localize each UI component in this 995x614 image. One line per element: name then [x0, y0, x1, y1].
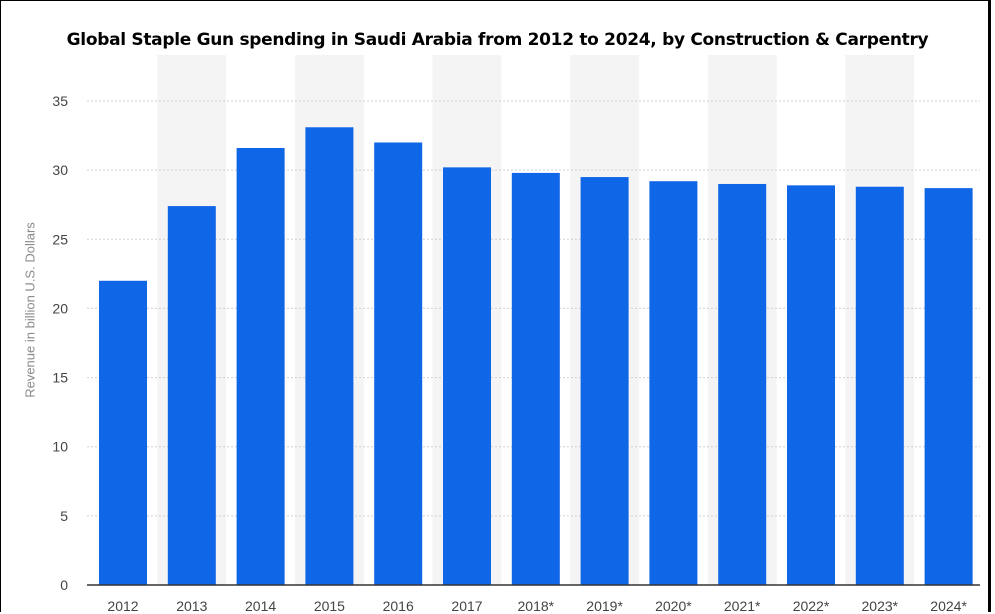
x-tick-label: 2012 [107, 598, 138, 614]
bar [649, 181, 698, 585]
bar [580, 177, 629, 586]
x-tick-label: 2022* [793, 598, 830, 614]
y-tick-label: 35 [52, 93, 68, 109]
bar [374, 142, 423, 585]
bar [443, 167, 491, 585]
y-tick-label: 10 [52, 439, 68, 455]
bar [167, 206, 216, 585]
bar [511, 172, 560, 585]
x-tick-label: 2019* [586, 598, 623, 614]
chart-title: Global Staple Gun spending in Saudi Arab… [66, 30, 929, 50]
bar [855, 186, 904, 586]
y-tick-label: 20 [52, 300, 68, 316]
y-tick-label: 30 [52, 162, 68, 178]
y-tick-label: 25 [52, 231, 68, 247]
bar [305, 127, 354, 585]
x-tick-label: 2021* [724, 598, 761, 614]
x-tick-label: 2016 [383, 598, 414, 614]
y-tick-label: 0 [60, 577, 68, 593]
x-tick-label: 2017 [451, 598, 482, 614]
bar [924, 188, 973, 585]
y-tick-label: 15 [52, 370, 68, 386]
bar [718, 183, 767, 585]
x-tick-label: 2020* [655, 598, 692, 614]
x-tick-label: 2015 [314, 598, 345, 614]
x-tick-label: 2013 [176, 598, 207, 614]
bar [787, 185, 835, 585]
x-tick-label: 2018* [518, 598, 555, 614]
x-tick-label: 2024* [930, 598, 967, 614]
bar [99, 280, 147, 585]
bar [236, 148, 285, 585]
x-tick-label: 2023* [862, 598, 899, 614]
y-tick-label: 5 [60, 508, 68, 524]
x-tick-label: 2014 [245, 598, 276, 614]
